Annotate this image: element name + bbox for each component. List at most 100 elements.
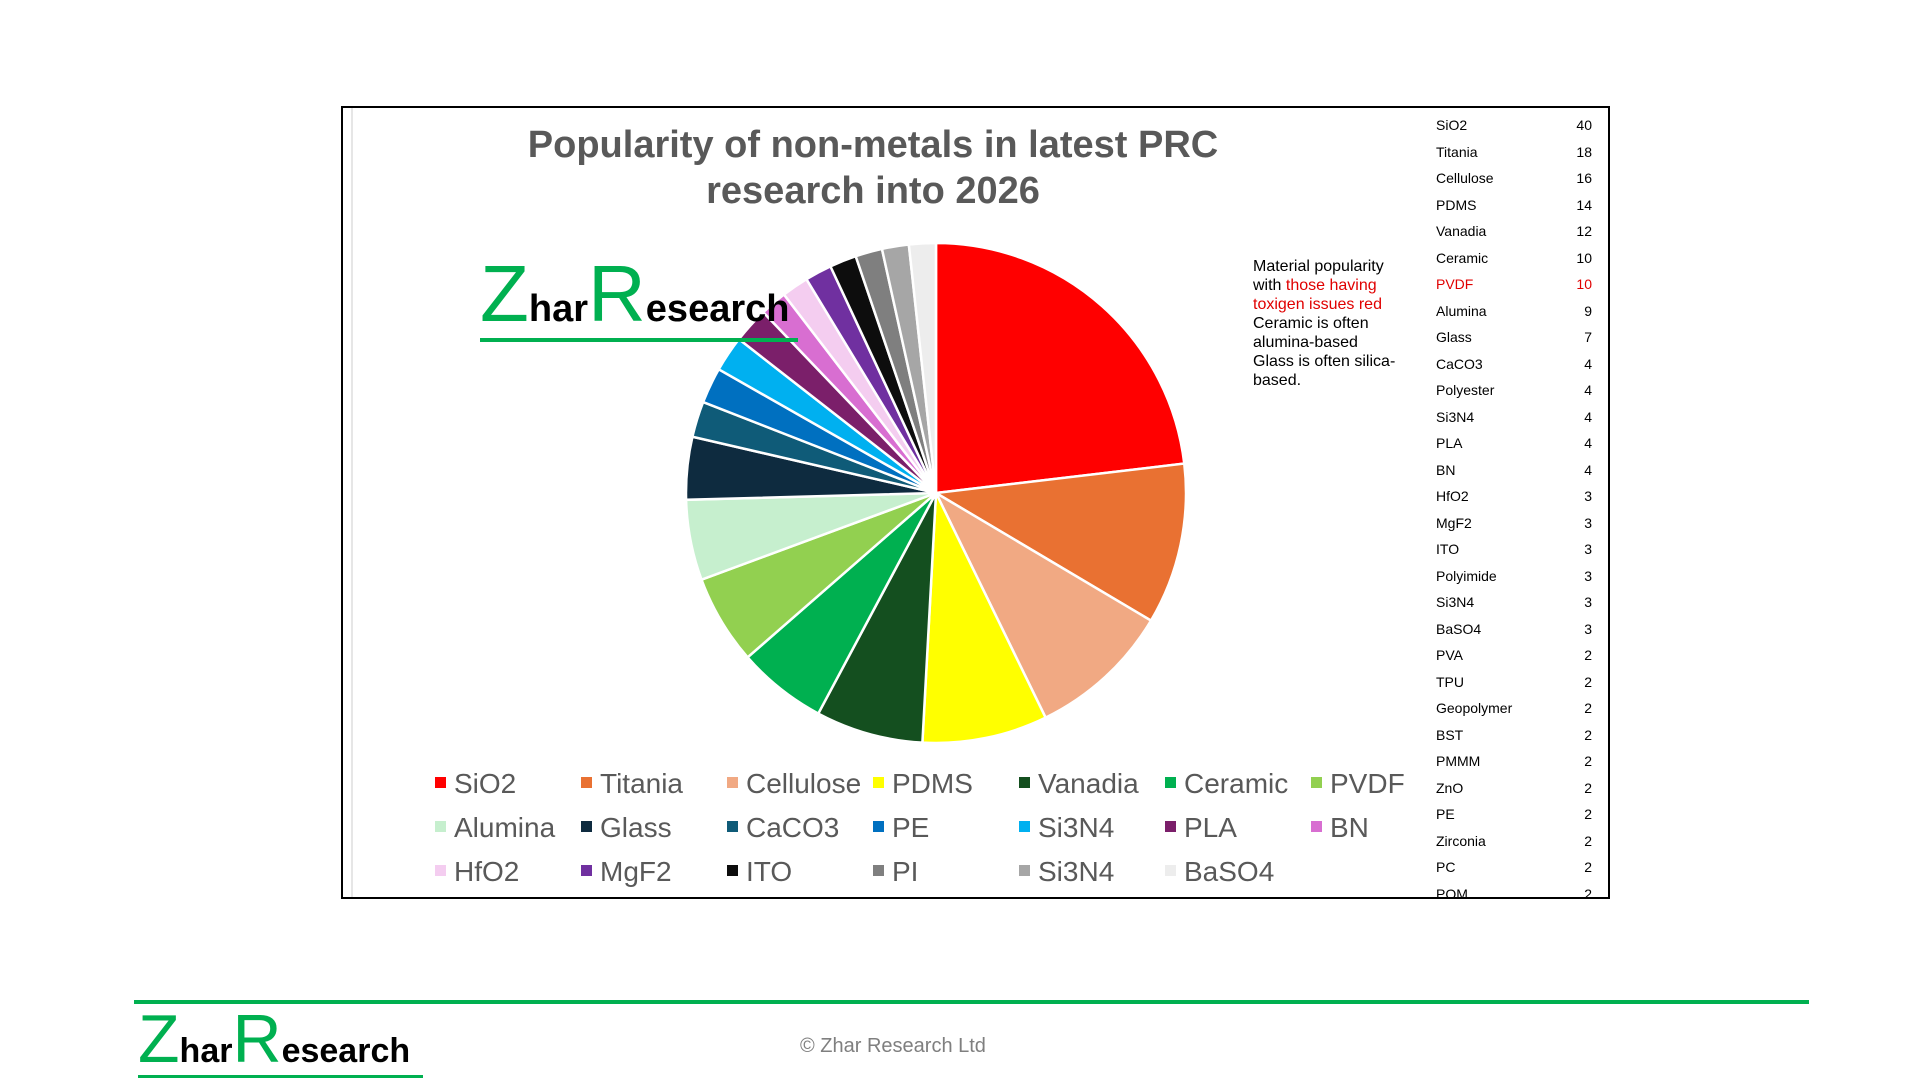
table-row-value: 7 xyxy=(1584,329,1592,345)
table-row: Glass 7 xyxy=(1436,324,1606,350)
legend-label: HfO2 xyxy=(454,856,520,887)
table-row-name: PC xyxy=(1436,859,1456,875)
table-row-value: 3 xyxy=(1584,514,1592,531)
table-row: HfO2 3 xyxy=(1436,483,1606,509)
legend-label: Ceramic xyxy=(1184,768,1289,799)
table-row-value: 4 xyxy=(1584,435,1592,451)
table-row: Alumina 9 xyxy=(1436,298,1606,324)
table-row-name: Alumina xyxy=(1436,302,1487,319)
legend-item: Alumina xyxy=(435,812,555,844)
table-row: BN 4 xyxy=(1436,457,1606,483)
legend-swatch xyxy=(727,777,738,789)
table-row-value: 2 xyxy=(1584,647,1592,663)
legend-swatch xyxy=(1165,865,1176,877)
legend-swatch xyxy=(727,821,738,833)
legend-swatch xyxy=(1019,777,1030,789)
legend-item: CaCO3 xyxy=(727,812,839,844)
legend-item: PI xyxy=(873,856,918,888)
table-row-name: Polyester xyxy=(1436,382,1495,398)
table-row-name: Glass xyxy=(1436,329,1472,345)
legend-swatch xyxy=(1165,821,1176,833)
copyright-text: © Zhar Research Ltd xyxy=(800,1035,986,1057)
table-row: Polyester 4 xyxy=(1436,377,1606,403)
legend-item: HfO2 xyxy=(435,856,519,888)
table-row: Zirconia 2 xyxy=(1436,828,1606,854)
legend-swatch xyxy=(1311,777,1322,789)
legend-item: Si3N4 xyxy=(1019,856,1114,888)
table-row: PE 2 xyxy=(1436,801,1606,827)
table-row: SiO2 40 xyxy=(1436,112,1606,138)
legend-swatch xyxy=(873,821,884,833)
legend-swatch xyxy=(873,865,884,877)
legend-item: BN xyxy=(1311,812,1369,844)
note-line3: Glass is often silica-based. xyxy=(1253,353,1396,389)
legend-swatch xyxy=(1019,865,1030,877)
table-row-name: TPU xyxy=(1436,673,1464,690)
legend-item: PVDF xyxy=(1311,768,1405,800)
table-row: PC 2 xyxy=(1436,854,1606,880)
table-row-name: Si3N4 xyxy=(1436,594,1475,610)
legend-item: SiO2 xyxy=(435,768,516,800)
table-row-name: POM xyxy=(1436,885,1468,899)
legend-swatch xyxy=(435,777,446,789)
table-row: ITO 3 xyxy=(1436,536,1606,562)
pie-chart xyxy=(684,241,1188,745)
table-row-name: MgF2 xyxy=(1436,514,1472,531)
legend-label: Vanadia xyxy=(1038,768,1139,799)
legend-item: PLA xyxy=(1165,812,1237,844)
table-row: BaSO4 3 xyxy=(1436,616,1606,642)
pie-slice-pdms-3 xyxy=(921,488,1048,745)
table-row-value: 16 xyxy=(1576,170,1592,186)
legend-swatch xyxy=(1019,821,1030,833)
legend-swatch xyxy=(581,865,592,877)
table-row-name: PDMS xyxy=(1436,196,1477,213)
table-row-value: 40 xyxy=(1576,117,1592,133)
legend-swatch xyxy=(581,777,592,789)
legend-item: MgF2 xyxy=(581,856,672,888)
legend-swatch xyxy=(1311,821,1322,833)
table-row: Ceramic 10 xyxy=(1436,245,1606,271)
table-row-name: Zirconia xyxy=(1436,832,1486,849)
table-row-name: PE xyxy=(1436,806,1455,822)
legend-item: ITO xyxy=(727,856,792,888)
legend-item: Si3N4 xyxy=(1019,812,1114,844)
chart-title: Popularity of non-metals in latest PRC r… xyxy=(527,124,1219,212)
table-row: CaCO3 4 xyxy=(1436,351,1606,377)
table-row-value: 3 xyxy=(1584,541,1592,557)
table-row: PDMS 14 xyxy=(1436,192,1606,218)
legend-label: Si3N4 xyxy=(1038,812,1115,843)
legend-item: PE xyxy=(873,812,929,844)
table-row-name: ZnO xyxy=(1436,779,1464,796)
legend-item: Glass xyxy=(581,812,672,844)
legend-label: MgF2 xyxy=(600,856,672,887)
table-row-name: Geopolymer xyxy=(1436,700,1513,716)
table-row: Cellulose 16 xyxy=(1436,165,1606,191)
table-row: Polyimide 3 xyxy=(1436,563,1606,589)
legend-swatch xyxy=(581,821,592,833)
note-red: those having toxigen issues red xyxy=(1253,277,1382,313)
table-row-name: BaSO4 xyxy=(1436,620,1482,637)
table-row-value: 2 xyxy=(1584,885,1592,899)
table-row-value: 2 xyxy=(1584,832,1592,849)
table-row: MgF2 3 xyxy=(1436,510,1606,536)
table-row-name: ITO xyxy=(1436,541,1460,557)
table-row-name: Vanadia xyxy=(1436,223,1487,239)
table-row-value: 2 xyxy=(1584,859,1592,875)
table-row-name: HfO2 xyxy=(1436,488,1469,504)
table-row-value: 2 xyxy=(1584,673,1592,690)
table-row: Vanadia 12 xyxy=(1436,218,1606,244)
legend-label: PDMS xyxy=(892,768,973,799)
table-row-name: PVDF xyxy=(1436,276,1474,292)
table-row: PVA 2 xyxy=(1436,642,1606,668)
pie-slice-baso4-19 xyxy=(907,241,938,494)
legend-label: CaCO3 xyxy=(746,812,840,843)
legend-item: Titania xyxy=(581,768,683,800)
legend-label: Glass xyxy=(600,812,672,843)
legend-item: BaSO4 xyxy=(1165,856,1274,888)
table-row: PLA 4 xyxy=(1436,430,1606,456)
table-row-name: Cellulose xyxy=(1436,170,1494,186)
legend-label: PE xyxy=(892,812,930,843)
legend-swatch xyxy=(435,865,446,877)
table-row-name: PVA xyxy=(1436,647,1463,663)
table-row-name: Polyimide xyxy=(1436,567,1497,584)
